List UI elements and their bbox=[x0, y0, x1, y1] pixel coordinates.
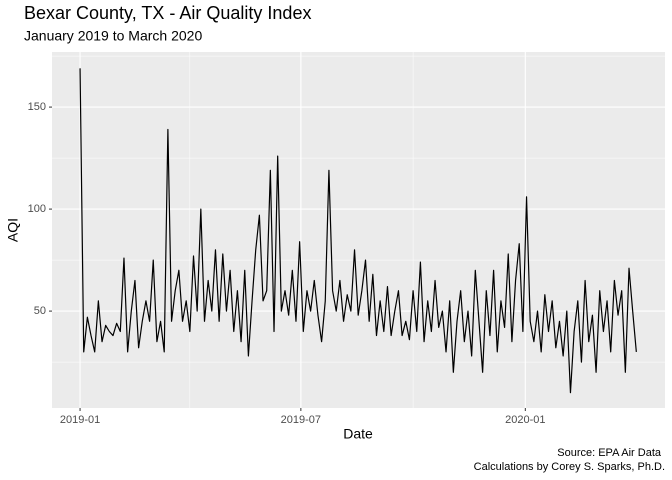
y-tick-label: 150 bbox=[28, 101, 46, 113]
caption: Source: EPA Air Data bbox=[557, 447, 662, 459]
chart-subtitle: January 2019 to March 2020 bbox=[24, 28, 202, 44]
caption: Calculations by Corey S. Sparks, Ph.D. bbox=[474, 461, 665, 473]
x-axis-title: Date bbox=[343, 426, 373, 442]
x-tick-label: 2019-07 bbox=[281, 414, 321, 426]
y-tick-label: 50 bbox=[34, 305, 46, 317]
x-tick-label: 2019-01 bbox=[60, 414, 100, 426]
y-axis-title: AQI bbox=[5, 218, 21, 242]
x-tick-label: 2020-01 bbox=[505, 414, 545, 426]
y-tick-label: 100 bbox=[28, 203, 46, 215]
aqi-line bbox=[79, 68, 637, 394]
chart-title: Bexar County, TX - Air Quality Index bbox=[24, 3, 311, 23]
